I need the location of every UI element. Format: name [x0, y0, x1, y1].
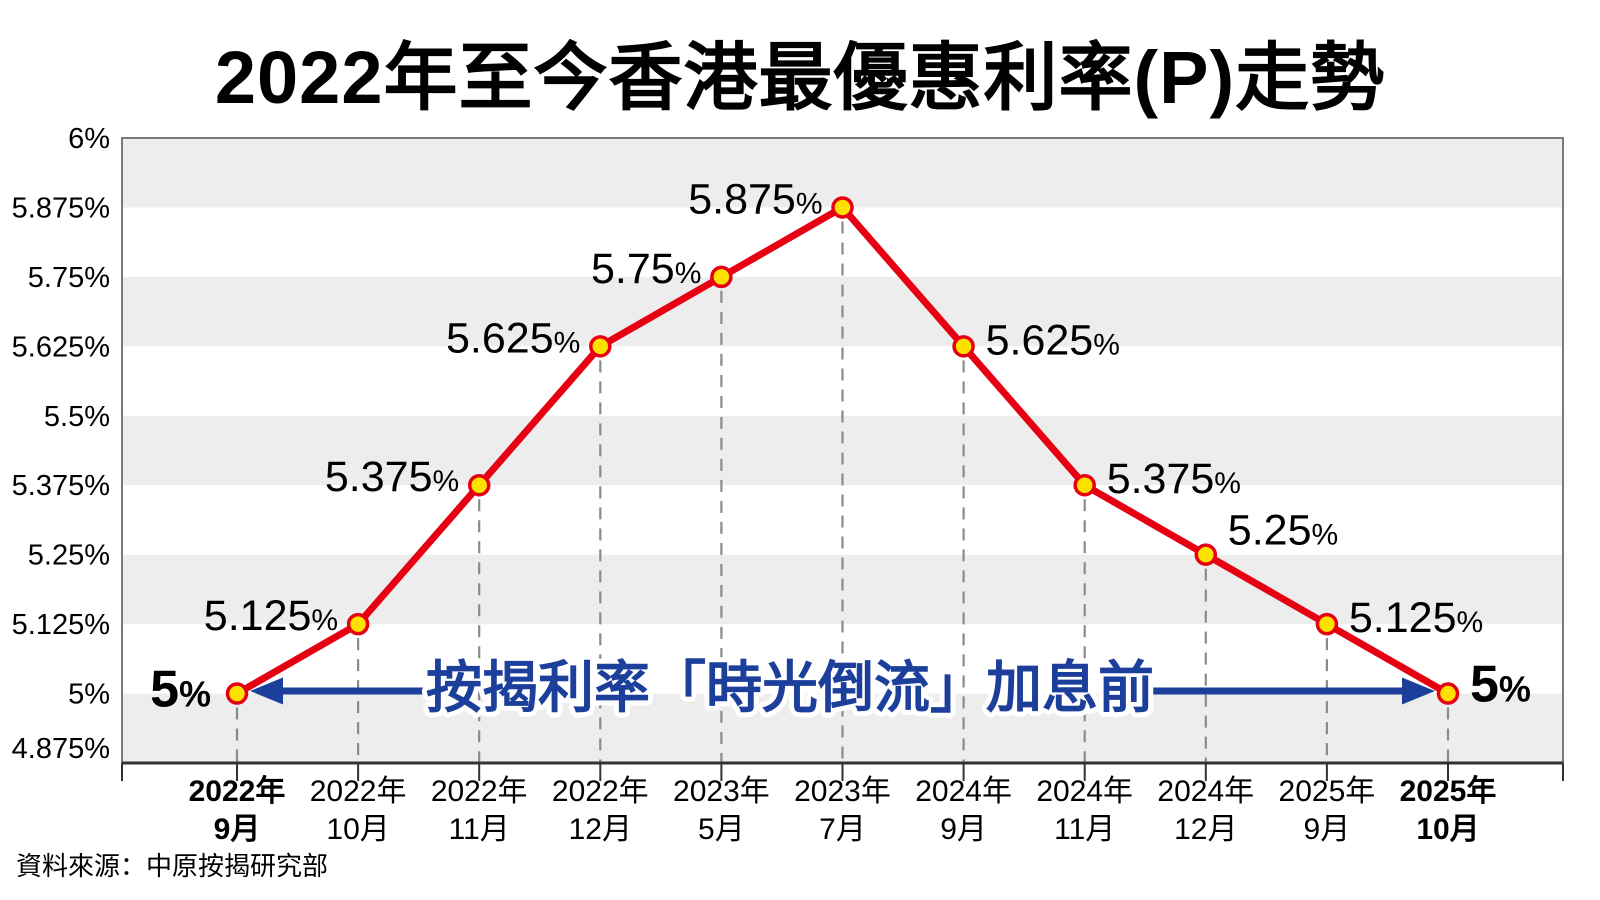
arrow-left-icon [250, 677, 283, 705]
point-label: 5.75% [591, 245, 701, 293]
point-label: 5% [1470, 656, 1531, 714]
x-tick-label-year: 2022年 [189, 775, 286, 808]
data-point [346, 612, 370, 636]
x-tick-label-year: 2024年 [1157, 775, 1254, 808]
x-tick-label-month: 5月 [698, 813, 745, 846]
point-label: 5.875% [688, 175, 822, 223]
data-point [1315, 612, 1339, 636]
x-tick-label-month: 12月 [1174, 813, 1237, 846]
x-tick-label-year: 2022年 [552, 775, 649, 808]
x-tick-label-month: 11月 [1054, 813, 1115, 846]
point-label: 5% [150, 661, 211, 719]
y-tick-label: 5.875% [12, 192, 110, 224]
y-tick-label: 5.5% [44, 401, 110, 433]
point-label: 5.25% [1228, 507, 1338, 555]
data-point [467, 473, 491, 497]
y-tick-label: 6% [68, 123, 110, 155]
point-label: 5.125% [1349, 594, 1483, 642]
data-point [1073, 473, 1096, 497]
x-tick-label-month: 9月 [214, 813, 261, 846]
data-point [952, 335, 975, 358]
x-tick-label-month: 11月 [449, 813, 510, 846]
x-tick-label-year: 2022年 [310, 775, 407, 808]
point-label: 5.625% [446, 314, 580, 362]
point-label: 5.375% [1107, 455, 1241, 503]
y-tick-label: 5.25% [28, 540, 110, 572]
annotation-text: 按揭利率「時光倒流」加息前 [426, 656, 1154, 719]
arrow-right-icon [1402, 677, 1435, 705]
point-label: 5.625% [986, 316, 1120, 364]
x-tick-label-month: 7月 [819, 813, 866, 846]
x-tick-label-month: 9月 [940, 813, 987, 846]
y-tick-label: 5% [68, 679, 110, 711]
y-tick-label: 5.375% [12, 470, 110, 502]
data-point [225, 682, 249, 705]
y-tick-label: 5.625% [12, 331, 110, 363]
grid-band [122, 138, 1563, 208]
x-tick-label-month: 12月 [569, 813, 632, 846]
x-tick-label-month: 10月 [326, 813, 389, 846]
data-point [1436, 682, 1460, 705]
x-tick-label-month: 9月 [1304, 813, 1351, 846]
x-tick-label-year: 2024年 [915, 775, 1012, 808]
y-tick-label: 5.125% [12, 609, 110, 641]
x-tick-label-year: 2025年 [1279, 775, 1376, 808]
data-point [1194, 543, 1218, 566]
x-tick-label-year: 2023年 [673, 775, 770, 808]
point-label: 5.125% [204, 592, 338, 640]
data-point [710, 265, 733, 289]
x-tick-label-year: 2024年 [1036, 775, 1133, 808]
y-tick-label: 4.875% [12, 733, 110, 765]
x-tick-label-year: 2025年 [1400, 775, 1497, 808]
x-tick-label-month: 10月 [1416, 813, 1479, 846]
x-tick-label-year: 2023年 [794, 775, 891, 808]
y-tick-label: 5.75% [28, 262, 110, 294]
data-point [589, 335, 612, 358]
x-tick-label-year: 2022年 [431, 775, 528, 808]
data-point [831, 196, 854, 219]
point-label: 5.375% [325, 453, 459, 501]
data-source-note: 資料來源：中原按揭研究部 [16, 851, 329, 881]
chart-title: 2022年至今香港最優惠利率(P)走勢 [214, 36, 1386, 119]
